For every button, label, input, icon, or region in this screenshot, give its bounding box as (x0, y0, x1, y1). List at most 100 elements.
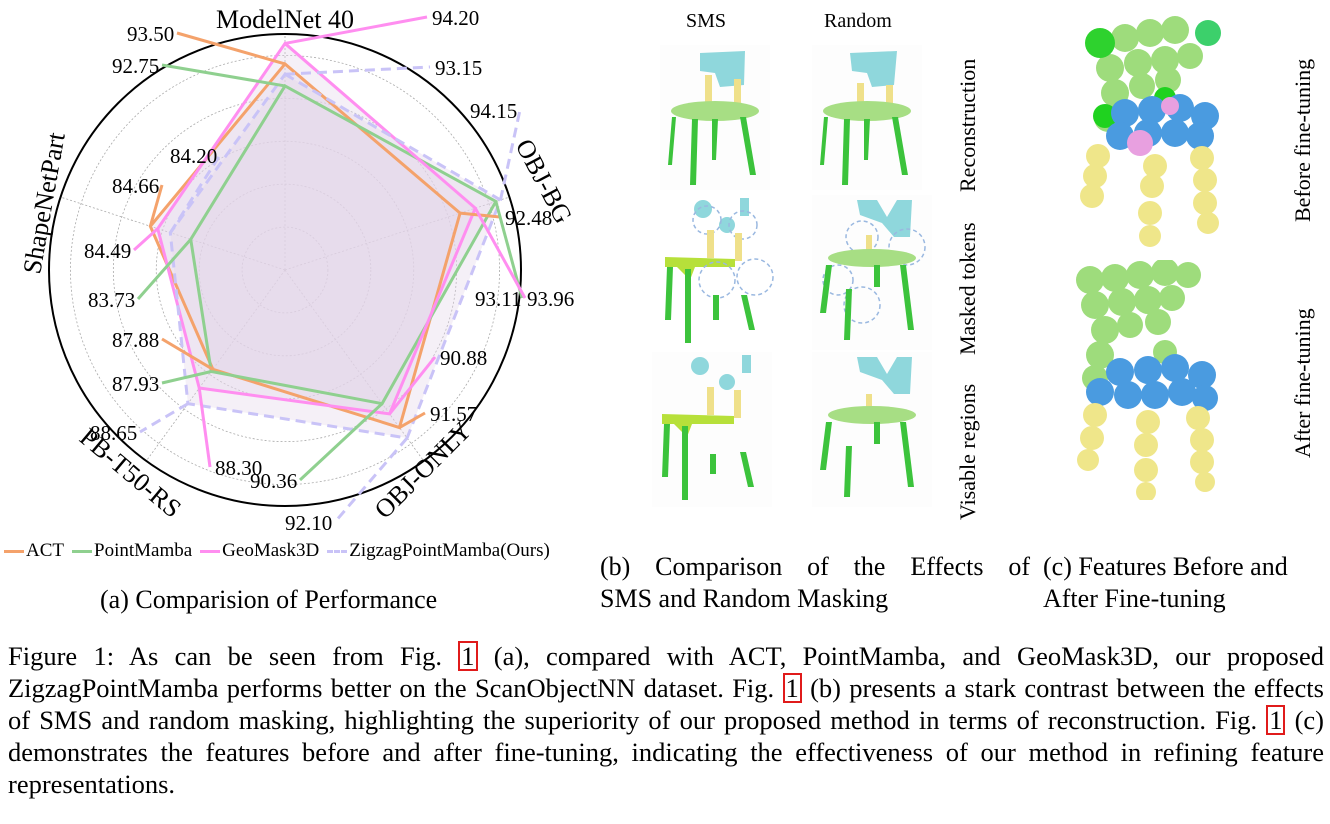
grid-ring (155, 140, 415, 400)
mask-circle (888, 228, 926, 266)
value-leader (197, 387, 212, 468)
row-label-visible-regions: Visable regions (955, 383, 980, 520)
chair-seat-fragment (662, 414, 734, 437)
mask-circle (822, 264, 854, 296)
series-line-pointmamba (189, 83, 498, 406)
chair-leg-spheres (1077, 403, 1215, 500)
random-reconstruction-pointcloud (812, 45, 922, 190)
panel-bg (652, 352, 772, 507)
row-label-masked-tokens: Masked tokens (955, 222, 980, 355)
column-header-random: Random (824, 10, 892, 32)
subcaption-b-line2: SMS and Random Masking (600, 584, 889, 613)
chair-seat (828, 249, 916, 267)
chair-post (866, 394, 872, 410)
value-label: 87.88 (112, 328, 159, 352)
grid-ring (70, 55, 500, 485)
value-label: 92.10 (285, 511, 332, 535)
chair-back (700, 51, 745, 87)
row-label-after-finetuning: After fine-tuning (1290, 308, 1315, 458)
legend-swatch-act (4, 549, 24, 553)
masked-patch (719, 217, 735, 233)
value-label: 90.36 (250, 469, 297, 493)
series-fill-3 (170, 74, 501, 439)
chair-post (705, 75, 712, 105)
legend-label: GeoMask3D (222, 540, 320, 561)
value-label: 92.75 (112, 54, 159, 78)
before-finetuning-feature-chair (1080, 16, 1221, 247)
legend-swatch-pointmamba (72, 549, 92, 553)
chair-legs (820, 265, 914, 340)
caption-text: (c) demonstrates the features before and… (8, 705, 1324, 799)
row-label-before-finetuning: Before fine-tuning (1290, 58, 1315, 222)
chair-leg-spheres (1080, 144, 1219, 247)
value-leader (136, 238, 192, 300)
value-label: 84.49 (84, 239, 131, 263)
chair-post (886, 85, 893, 111)
figure-reference-link[interactable]: 1 (782, 673, 802, 703)
value-leader (333, 437, 409, 523)
mask-circle (736, 258, 774, 296)
visible-patch (719, 374, 735, 390)
value-leader (161, 337, 214, 371)
subcaption-b: (b) Comparison of the Effects of SMS and… (600, 551, 1030, 615)
legend-label: ACT (26, 540, 64, 561)
chair-back (850, 51, 897, 87)
legend-swatch-geomask3d (200, 549, 221, 553)
grid-spoke (284, 269, 425, 462)
subcaption-c-line1: (c) Features Before and (1043, 552, 1288, 581)
chair-legs (820, 117, 908, 185)
chair-seat-spheres (1086, 354, 1218, 411)
value-leader (473, 207, 527, 299)
value-leader (161, 370, 212, 385)
value-leader (388, 356, 437, 415)
chair-legs (665, 267, 755, 343)
chair-legs (820, 422, 914, 497)
legend-item-pointmamba: PointMamba (72, 540, 192, 562)
value-label: 87.93 (112, 372, 159, 396)
visible-patch (742, 355, 751, 373)
value-leader (176, 31, 286, 66)
highlight-sphere (1161, 97, 1179, 115)
highlight-sphere (1085, 28, 1115, 58)
grid-ring (241, 226, 329, 314)
value-label: 88.65 (90, 421, 137, 445)
value-label: 93.96 (527, 287, 574, 311)
axis-label: ModelNet 40 (216, 5, 354, 34)
grid-spoke (284, 196, 510, 271)
subcaption-b-line1: (b) Comparison of the Effects of (600, 552, 1030, 581)
figure-reference-link[interactable]: 1 (458, 641, 478, 671)
outer-ring (48, 33, 522, 507)
masked-patch (694, 200, 712, 218)
series-line-act (148, 61, 462, 430)
series-line-geomask3d (156, 41, 478, 416)
value-leader (139, 402, 189, 434)
caption-text: (b) presents a stark contrast between th… (8, 673, 1324, 735)
chair-seat (823, 101, 911, 121)
radar-value-labels: 93.50 92.48 91.57 87.88 84.66 92.75 93.96 90.36… (84, 6, 574, 535)
chair-post (857, 83, 864, 105)
chair-post (707, 230, 714, 258)
grid-spoke (60, 196, 286, 271)
value-leader (284, 15, 428, 45)
value-label: 90.88 (440, 346, 487, 370)
radar-chart: 93.50 92.48 91.57 87.88 84.66 92.75 93.96 90.36… (17, 5, 578, 535)
radar-series (148, 41, 503, 440)
random-visible-regions-pointcloud (812, 352, 932, 507)
value-label: 83.73 (88, 288, 135, 312)
subcaption-a: (a) Comparision of Performance (100, 585, 438, 614)
chair-post (734, 79, 741, 109)
random-masked-tokens-pointcloud (812, 195, 932, 350)
series-line-zigzagpointmamba-ours- (168, 72, 503, 440)
chair-back-spheres (1076, 260, 1201, 391)
value-label: 94.20 (432, 6, 479, 30)
value-leader (398, 411, 426, 429)
value-label: 84.66 (112, 174, 159, 198)
legend-item-geomask3d: GeoMask3D (200, 540, 319, 562)
legend-swatch-zigzag (327, 549, 348, 553)
chair-post (735, 233, 742, 261)
figure-reference-link[interactable]: 1 (1266, 705, 1286, 735)
axis-label: ShapeNetPart (17, 129, 71, 276)
value-label: 94.15 (470, 99, 517, 123)
chair-legs (662, 424, 754, 500)
highlight-sphere (1195, 20, 1221, 46)
